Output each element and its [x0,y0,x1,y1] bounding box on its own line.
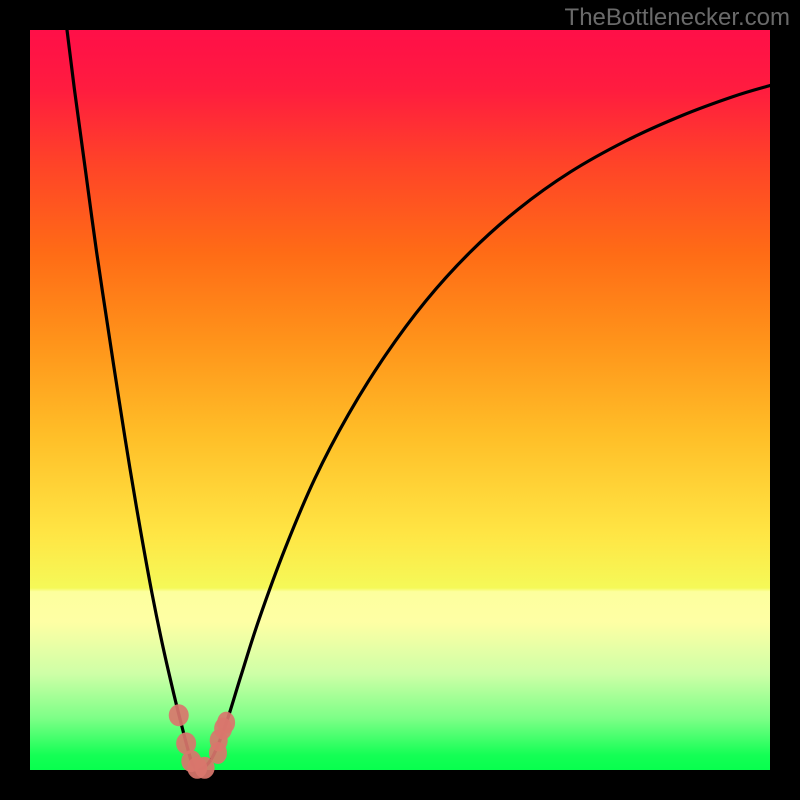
stage: TheBottlenecker.com [0,0,800,800]
bottleneck-chart [0,0,800,800]
marker-left-0 [169,704,189,726]
chart-gradient-area [30,30,770,770]
marker-right-3 [209,742,227,764]
marker-right-2 [217,712,235,734]
watermark-text: TheBottlenecker.com [565,4,790,32]
